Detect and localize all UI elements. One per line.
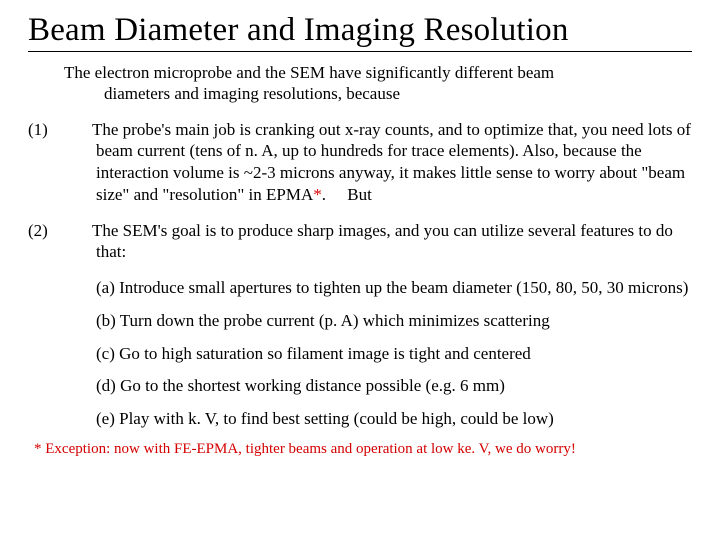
item1-text-a: The probe's main job is cranking out x-r…	[92, 120, 691, 204]
sub-item-b: (b) Turn down the probe current (p. A) w…	[28, 310, 692, 332]
intro-line1: The electron microprobe and the SEM have…	[64, 63, 554, 82]
sub-item-a: (a) Introduce small apertures to tighten…	[28, 277, 692, 299]
sub-item-d: (d) Go to the shortest working distance …	[28, 375, 692, 397]
item1-label: (1)	[62, 119, 92, 141]
list-item-1: (1)The probe's main job is cranking out …	[28, 119, 692, 206]
intro-paragraph: The electron microprobe and the SEM have…	[28, 62, 692, 105]
footnote: * Exception: now with FE-EPMA, tighter b…	[28, 441, 692, 458]
list-item-2: (2)The SEM's goal is to produce sharp im…	[28, 220, 692, 264]
sub-item-c: (c) Go to high saturation so filament im…	[28, 343, 692, 365]
intro-line2: diameters and imaging resolutions, becau…	[64, 83, 692, 104]
sub-item-e: (e) Play with k. V, to find best setting…	[28, 408, 692, 430]
item2-text: The SEM's goal is to produce sharp image…	[92, 221, 673, 262]
item1-star: *	[313, 185, 322, 204]
slide-container: Beam Diameter and Imaging Resolution The…	[0, 0, 720, 466]
slide-title: Beam Diameter and Imaging Resolution	[28, 12, 692, 52]
item2-label: (2)	[62, 220, 92, 242]
item1-text-b: . But	[322, 185, 372, 204]
